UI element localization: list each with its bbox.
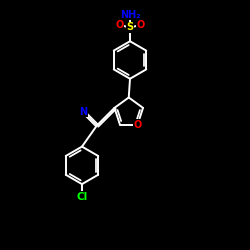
Text: Cl: Cl: [76, 192, 88, 202]
Text: S: S: [126, 22, 134, 32]
Text: N: N: [79, 106, 87, 117]
Text: NH₂: NH₂: [120, 10, 140, 20]
Text: O: O: [136, 20, 144, 30]
Text: O: O: [134, 120, 142, 130]
Text: O: O: [116, 20, 124, 30]
